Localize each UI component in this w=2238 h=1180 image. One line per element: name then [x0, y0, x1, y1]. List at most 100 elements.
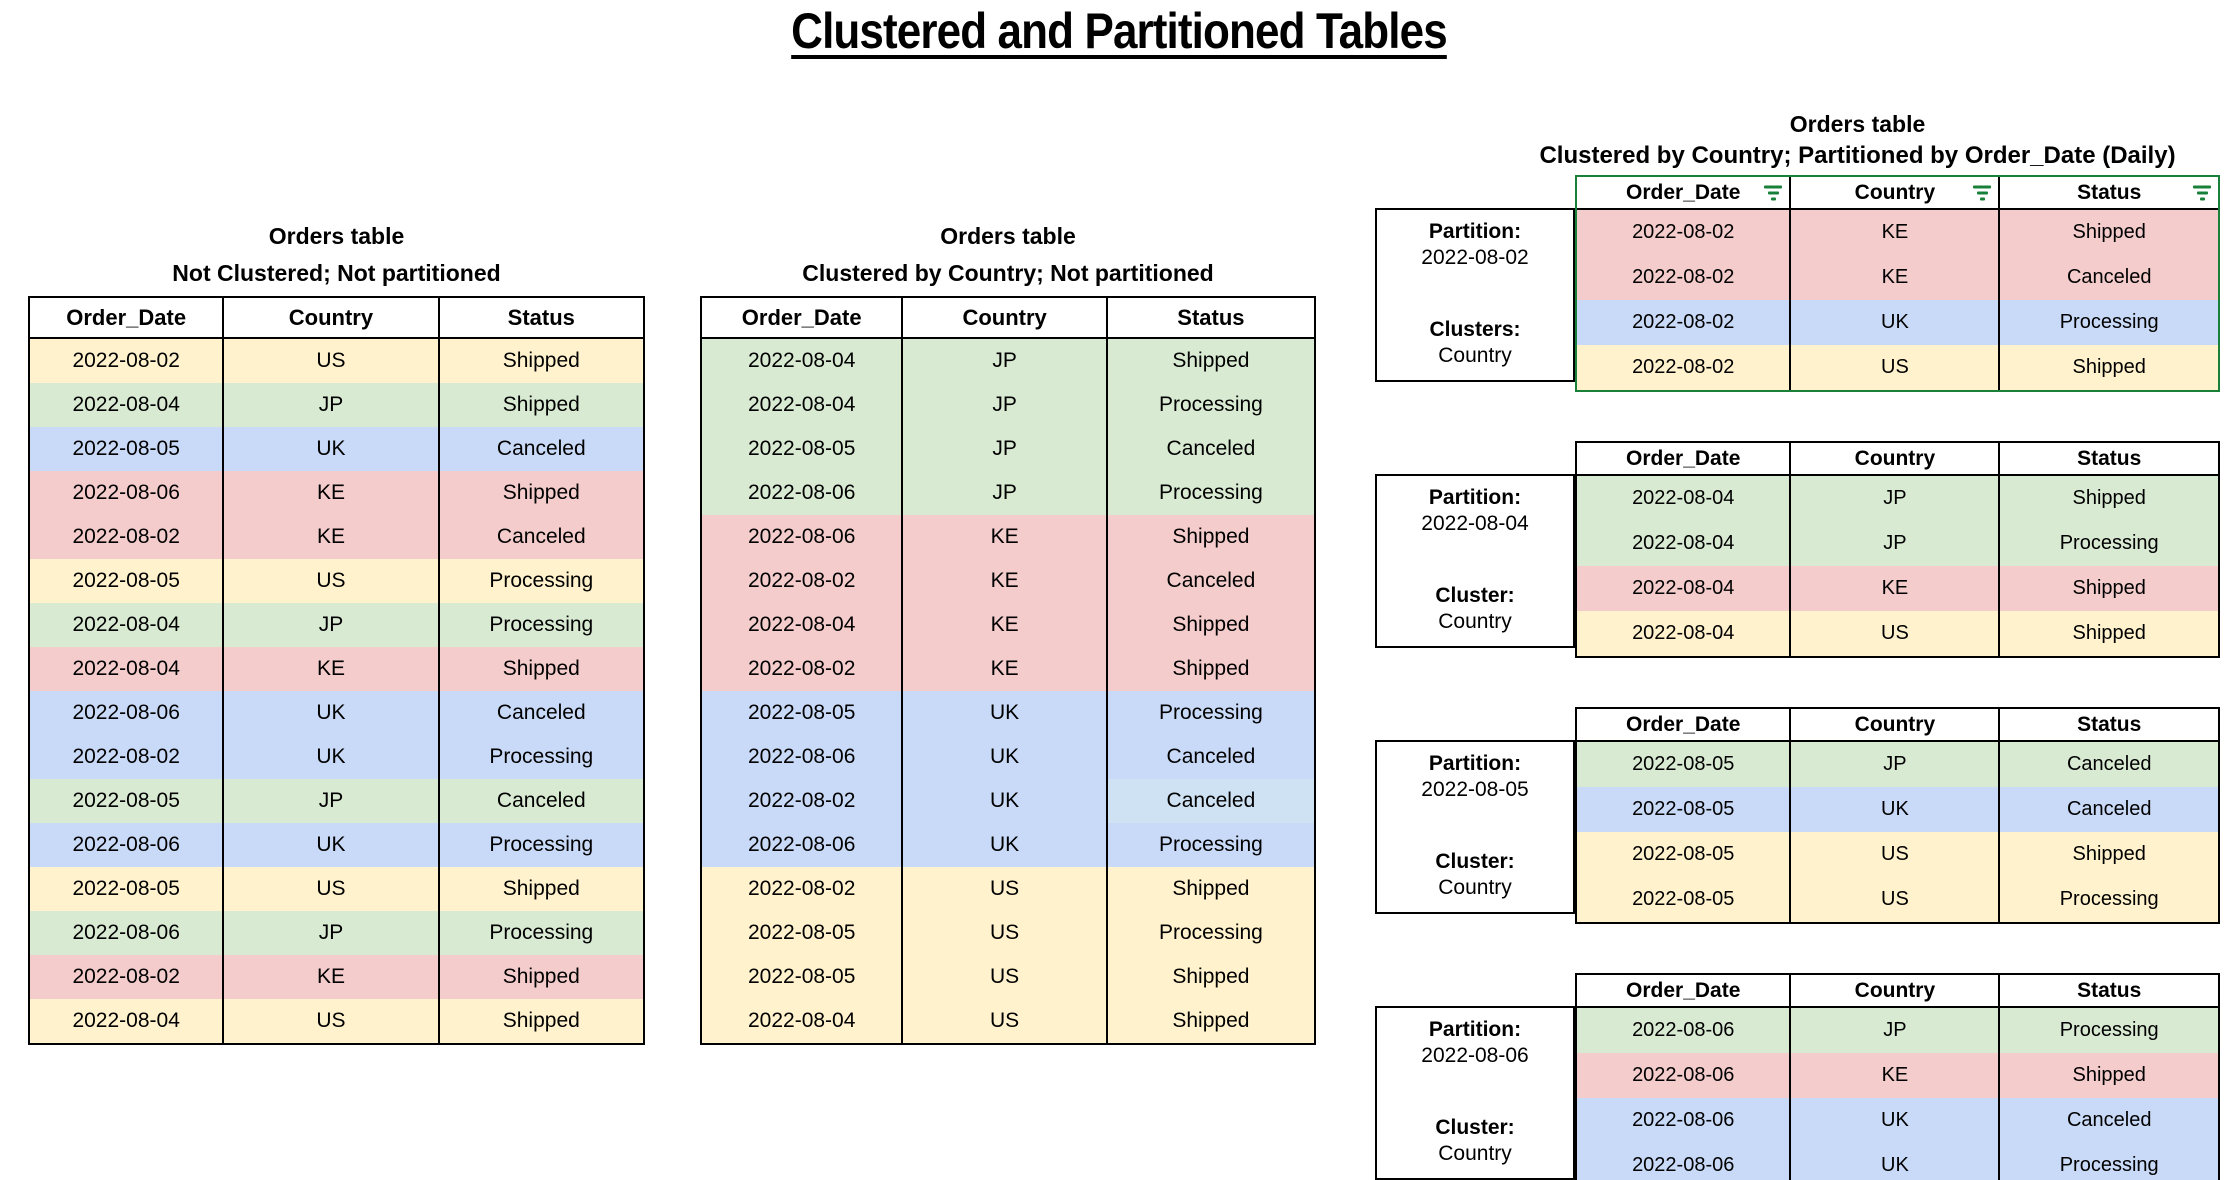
column-header-order_date: Order_Date — [29, 297, 224, 339]
column-header-country: Country — [1789, 709, 2000, 742]
table-row: 2022-08-06 UK Processing — [701, 823, 1315, 867]
status-cell: Shipped — [1105, 955, 1315, 999]
partition-value: 2022-08-04 — [1421, 512, 1529, 535]
cluster-label: Clusters: — [1429, 318, 1521, 341]
status-cell: Processing — [1105, 471, 1315, 515]
partition-info: Partition: 2022-08-04 — [1377, 485, 1573, 537]
table-row: 2022-08-02 KE Shipped — [29, 955, 644, 999]
status-cell: Processing — [437, 911, 644, 955]
country-cell: KE — [222, 955, 439, 999]
partition-table-wrap: Order_Date Country Status 2022-08-04 JP Shipp… — [1575, 441, 2220, 658]
country-cell: US — [901, 955, 1107, 999]
column-header-label: Order_Date — [1626, 978, 1741, 1002]
status-cell: Processing — [1105, 823, 1315, 867]
table-subtitle: Clustered by Country; Not partitioned — [802, 260, 1214, 286]
order-date-cell: 2022-08-04 — [701, 999, 903, 1044]
country-cell: KE — [901, 647, 1107, 691]
country-cell: JP — [901, 383, 1107, 427]
table-row: 2022-08-06 JP Processing — [29, 911, 644, 955]
table-row: 2022-08-05 JP Canceled — [1577, 741, 2218, 787]
table-row: 2022-08-02 UK Processing — [1577, 300, 2218, 345]
partition-info: Partition: 2022-08-02 — [1377, 219, 1573, 271]
partition-label-box: Partition: 2022-08-04 Cluster: Country — [1375, 474, 1575, 648]
table-title: Orders table — [940, 223, 1076, 249]
country-cell: KE — [222, 515, 439, 559]
table-row: 2022-08-04 US Shipped — [701, 999, 1315, 1044]
order-date-cell: 2022-08-04 — [701, 338, 903, 383]
order-date-cell: 2022-08-06 — [29, 691, 224, 735]
table-row: 2022-08-02 US Shipped — [29, 338, 644, 383]
column-header-status: Status — [1105, 297, 1315, 339]
status-cell: Canceled — [1105, 559, 1315, 603]
order-date-cell: 2022-08-06 — [701, 823, 903, 867]
status-cell: Processing — [437, 603, 644, 647]
order-date-cell: 2022-08-04 — [701, 603, 903, 647]
status-cell: Processing — [1998, 521, 2218, 566]
filter-icon[interactable] — [1764, 185, 1783, 200]
header-row: Order_Date Country Status — [1577, 975, 2218, 1008]
country-cell: JP — [901, 338, 1107, 383]
partition-label: Partition: — [1428, 752, 1522, 775]
partition-value: 2022-08-06 — [1421, 1044, 1529, 1067]
status-cell: Canceled — [437, 691, 644, 735]
country-cell: US — [1789, 877, 2000, 922]
table-row: 2022-08-02 UK Processing — [29, 735, 644, 779]
country-cell: US — [901, 911, 1107, 955]
column-header-label: Status — [507, 304, 575, 330]
status-cell: Processing — [1998, 1007, 2218, 1053]
status-cell: Shipped — [1105, 867, 1315, 911]
country-cell: UK — [1789, 1143, 2000, 1180]
filter-icon[interactable] — [2193, 185, 2211, 200]
partition-label-column: Partition: 2022-08-02 Clusters: Country — [1375, 175, 1575, 392]
country-cell: JP — [222, 779, 439, 823]
status-cell: Shipped — [1105, 338, 1315, 383]
partition-table: Order_Date Country Status 2022-08-04 JP Shipp… — [1577, 443, 2218, 656]
column-header-label: Status — [2077, 446, 2142, 470]
table-row: 2022-08-05 US Shipped — [701, 955, 1315, 999]
column-header-order_date: Order_Date — [1577, 975, 1791, 1008]
country-cell: JP — [901, 427, 1107, 471]
filter-icon[interactable] — [1973, 185, 1992, 200]
order-date-cell: 2022-08-06 — [1577, 1007, 1791, 1053]
status-cell: Processing — [437, 559, 644, 603]
table-row: 2022-08-02 US Shipped — [701, 867, 1315, 911]
orders-table-clustered: Order_Date Country Status 2022-08-04 JP Shipp… — [700, 296, 1316, 1045]
column-header-order_date: Order_Date — [701, 297, 903, 339]
order-date-cell: 2022-08-05 — [1577, 832, 1791, 877]
table-row: 2022-08-02 US Shipped — [1577, 345, 2218, 390]
table-row: 2022-08-02 KE Shipped — [701, 647, 1315, 691]
status-cell: Shipped — [1105, 999, 1315, 1044]
order-date-cell: 2022-08-06 — [1577, 1098, 1791, 1143]
table-row: 2022-08-06 UK Canceled — [29, 691, 644, 735]
table-row: 2022-08-05 US Processing — [701, 911, 1315, 955]
cluster-value: Country — [1438, 1142, 1512, 1165]
column-header-label: Order_Date — [1626, 712, 1741, 736]
table-row: 2022-08-04 JP Processing — [29, 603, 644, 647]
country-cell: US — [1789, 832, 2000, 877]
country-cell: JP — [1789, 475, 2000, 521]
table-row: 2022-08-02 KE Canceled — [1577, 255, 2218, 300]
country-cell: UK — [901, 691, 1107, 735]
cluster-value: Country — [1438, 610, 1512, 633]
country-cell: KE — [1789, 255, 2000, 300]
status-cell: Processing — [1998, 300, 2218, 345]
column-header-status: Status — [1998, 975, 2218, 1008]
status-cell: Shipped — [1998, 611, 2218, 656]
country-cell: UK — [901, 779, 1107, 823]
table-group-unclustered: Orders table Not Clustered; Not partitio… — [28, 222, 645, 1045]
column-header-label: Country — [1854, 180, 1936, 204]
table-row: 2022-08-04 KE Shipped — [29, 647, 644, 691]
order-date-cell: 2022-08-05 — [29, 559, 224, 603]
column-header-country: Country — [1789, 975, 2000, 1008]
status-cell: Shipped — [437, 338, 644, 383]
table-row: 2022-08-06 JP Processing — [1577, 1007, 2218, 1053]
country-cell: KE — [901, 603, 1107, 647]
table-row: 2022-08-06 JP Processing — [701, 471, 1315, 515]
status-cell: Shipped — [437, 383, 644, 427]
column-header-label: Status — [2077, 978, 2142, 1002]
status-cell: Canceled — [1105, 427, 1315, 471]
country-cell: UK — [222, 427, 439, 471]
header-row: Order_Date Country Status — [1577, 177, 2218, 210]
partition-label-column: Partition: 2022-08-04 Cluster: Country — [1375, 441, 1575, 658]
order-date-cell: 2022-08-05 — [29, 427, 224, 471]
